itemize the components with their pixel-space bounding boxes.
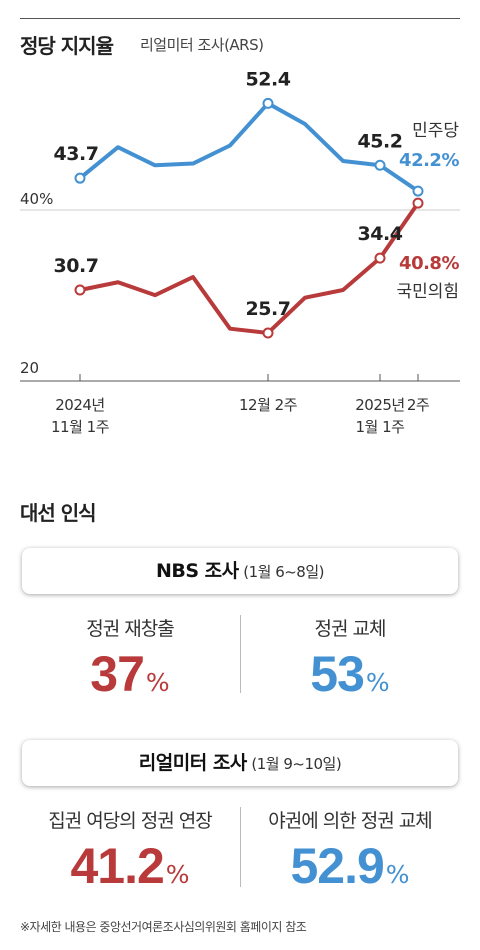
- y-tick-label: 40%: [20, 190, 53, 208]
- survey-date: (1월 6~8일): [243, 563, 325, 581]
- data-point: [412, 185, 424, 197]
- series-name-label: 민주당: [412, 121, 459, 141]
- data-point: [262, 97, 274, 109]
- end-value-label: 42.2%: [399, 150, 459, 171]
- result-value: 37%: [20, 645, 240, 703]
- data-label: 25.7: [246, 298, 291, 320]
- result-label: 정권 교체: [314, 618, 387, 640]
- survey-header-nbs: NBS 조사 (1월 6~8일): [22, 548, 458, 594]
- result-left: 집권 여당의 정권 연장 41.2%: [20, 806, 240, 895]
- data-point: [74, 172, 86, 184]
- x-tick-label: 2024년: [55, 396, 104, 414]
- result-number: 52.9: [290, 838, 384, 894]
- result-label: 정권 재창출: [86, 618, 174, 640]
- column-divider: [240, 807, 241, 887]
- data-point: [74, 284, 86, 296]
- section-title: 대선 인식: [20, 501, 97, 525]
- top-rule: [20, 18, 460, 19]
- result-number: 53: [310, 646, 365, 702]
- percent-unit: %: [145, 668, 170, 697]
- survey-date: (1월 9~10일): [251, 755, 342, 773]
- data-point: [374, 252, 386, 264]
- survey-name: NBS 조사: [155, 560, 239, 582]
- data-label: 52.4: [246, 68, 291, 90]
- data-label: 45.2: [358, 130, 403, 152]
- result-label: 야권에 의한 정권 교체: [268, 810, 432, 832]
- result-value: 53%: [240, 645, 460, 703]
- x-tick-label: 1월 1주: [356, 418, 405, 435]
- end-value-label: 40.8%: [399, 253, 459, 274]
- data-label: 34.4: [358, 223, 403, 245]
- percent-unit: %: [165, 860, 190, 889]
- x-tick-label: 12월 2주: [239, 396, 297, 414]
- survey-name: 리얼미터 조사: [138, 752, 248, 774]
- x-tick-label: 2025년: [355, 396, 404, 414]
- chart-title: 정당 지지율: [20, 34, 114, 58]
- result-value: 52.9%: [240, 837, 460, 895]
- footnote: ※자세한 내용은 중앙선거여론조사심의위원회 홈페이지 참조: [20, 920, 307, 934]
- result-right: 야권에 의한 정권 교체 52.9%: [240, 806, 460, 895]
- series-line-democratic: [78, 101, 420, 194]
- y-tick-label: 20: [20, 359, 39, 377]
- data-label: 43.7: [54, 143, 99, 165]
- data-point: [262, 327, 274, 339]
- data-point: [412, 197, 424, 209]
- result-number: 37: [90, 646, 145, 702]
- x-tick-label: 11월 1주: [51, 418, 109, 435]
- data-label: 30.7: [54, 255, 99, 277]
- data-point: [374, 159, 386, 171]
- result-left: 정권 재창출 37%: [20, 614, 240, 703]
- percent-unit: %: [385, 860, 410, 889]
- result-right: 정권 교체 53%: [240, 614, 460, 703]
- result-label: 집권 여당의 정권 연장: [48, 810, 212, 832]
- x-tick-label: 2주: [407, 396, 429, 414]
- column-divider: [240, 615, 241, 693]
- result-number: 41.2: [70, 838, 164, 894]
- result-value: 41.2%: [20, 837, 240, 895]
- survey-header-realmeter: 리얼미터 조사 (1월 9~10일): [22, 740, 458, 786]
- percent-unit: %: [365, 668, 390, 697]
- chart-subtitle: 리얼미터 조사(ARS): [140, 36, 264, 54]
- series-name-label: 국민의힘: [396, 282, 459, 302]
- series-line-ppp: [78, 201, 420, 335]
